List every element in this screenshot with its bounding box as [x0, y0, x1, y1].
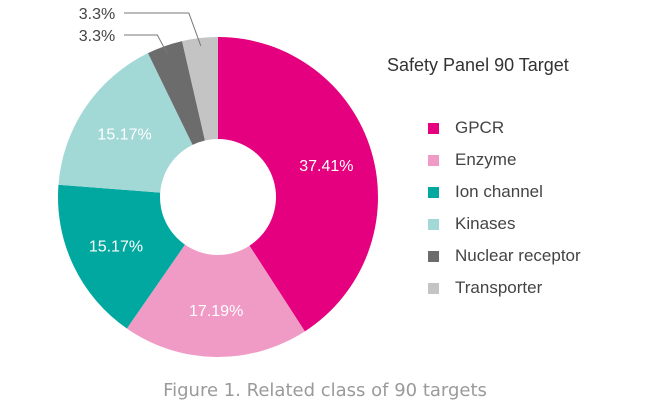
legend-label: Transporter — [455, 278, 543, 297]
legend-swatch — [428, 186, 439, 198]
legend-label: Nuclear receptor — [455, 246, 581, 265]
legend-item: GPCR — [428, 112, 581, 144]
slice-kinases — [58, 53, 193, 193]
legend-swatch — [428, 250, 439, 262]
data-label-ion-channel: 15.17% — [89, 239, 143, 256]
legend-label: GPCR — [455, 118, 505, 137]
legend-item: Nuclear receptor — [428, 240, 581, 272]
legend-item: Kinases — [428, 208, 581, 240]
figure-caption: Figure 1. Related class of 90 targets — [163, 380, 487, 401]
legend-label: Ion channel — [455, 182, 543, 201]
slice-transporter — [182, 37, 218, 141]
data-label-kinases: 15.17% — [97, 126, 151, 143]
legend-item: Ion channel — [428, 176, 581, 208]
legend-item: Transporter — [428, 272, 581, 304]
data-label-transporter: 3.3% — [79, 6, 115, 23]
leader-line — [124, 34, 168, 54]
slice-enzyme — [126, 244, 305, 357]
data-label-gpcr: 37.41% — [299, 158, 353, 175]
chart-title: Safety Panel 90 Target — [387, 55, 569, 75]
data-label-nuclear-receptor: 3.3% — [79, 28, 115, 45]
legend-swatch — [428, 154, 439, 166]
legend-swatch — [428, 282, 439, 294]
legend-item: Enzyme — [428, 144, 581, 176]
slice-ion-channel — [58, 184, 185, 329]
leader-line — [124, 12, 202, 47]
legend-swatch — [428, 218, 439, 230]
legend: GPCR Enzyme Ion channel Kinases Nuclear rece… — [428, 112, 581, 304]
slice-gpcr — [218, 37, 378, 332]
legend-swatch — [428, 122, 439, 134]
legend-label: Kinases — [455, 214, 516, 233]
slice-nuclear-receptor — [147, 41, 205, 145]
legend-label: Enzyme — [455, 150, 517, 169]
data-label-enzyme: 17.19% — [189, 303, 243, 320]
